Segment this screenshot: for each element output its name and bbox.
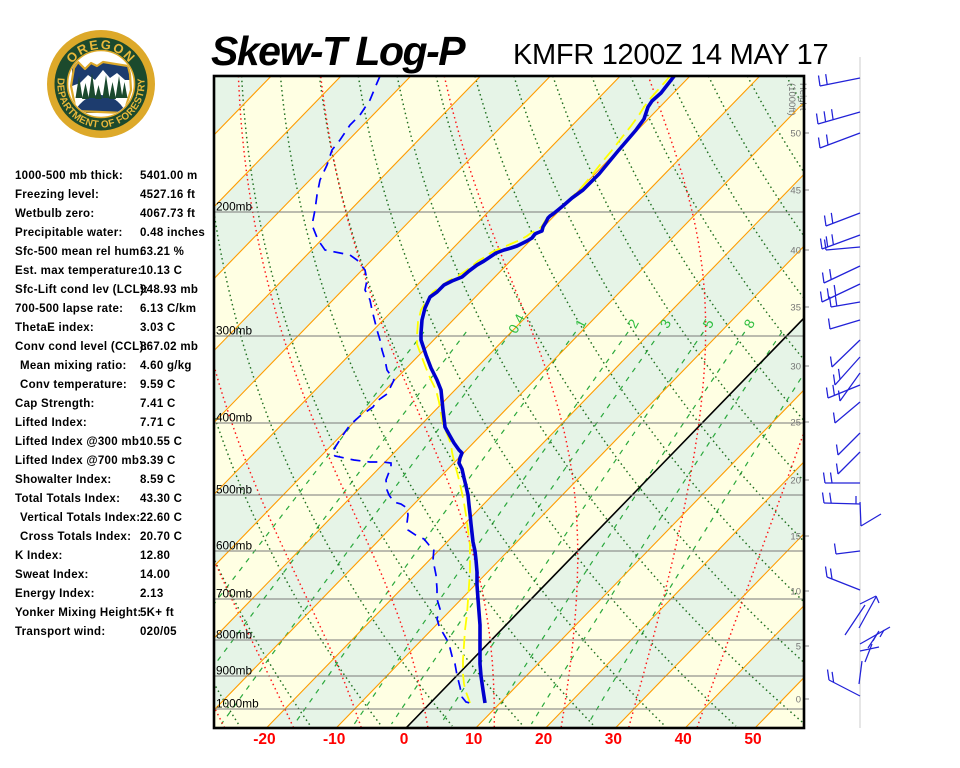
svg-text:0: 0 xyxy=(796,695,801,706)
svg-text:30: 30 xyxy=(605,731,622,748)
svg-text:5: 5 xyxy=(796,642,801,653)
svg-text:1000mb: 1000mb xyxy=(216,697,259,711)
svg-text:15: 15 xyxy=(790,532,801,543)
svg-text:20: 20 xyxy=(790,476,801,487)
svg-text:40: 40 xyxy=(790,246,801,257)
svg-text:300mb: 300mb xyxy=(216,324,253,338)
svg-text:900mb: 900mb xyxy=(216,664,253,678)
svg-text:50: 50 xyxy=(744,731,761,748)
svg-text:0: 0 xyxy=(400,731,409,748)
svg-text:45: 45 xyxy=(790,186,801,197)
svg-text:-10: -10 xyxy=(323,731,345,748)
svg-text:600mb: 600mb xyxy=(216,539,253,553)
svg-text:800mb: 800mb xyxy=(216,628,253,642)
svg-text:-20: -20 xyxy=(253,731,275,748)
svg-text:700mb: 700mb xyxy=(216,587,253,601)
svg-text:10: 10 xyxy=(790,587,801,598)
svg-text:400mb: 400mb xyxy=(216,411,253,425)
svg-text:500mb: 500mb xyxy=(216,483,253,497)
svg-text:20: 20 xyxy=(535,731,552,748)
svg-text:50: 50 xyxy=(790,129,801,140)
svg-text:200mb: 200mb xyxy=(216,200,253,214)
svg-text:10: 10 xyxy=(465,731,482,748)
svg-text:40: 40 xyxy=(675,731,692,748)
svg-text:Height: Height xyxy=(797,83,808,111)
svg-text:35: 35 xyxy=(790,303,801,314)
svg-text:(1000ft): (1000ft) xyxy=(786,83,797,116)
svg-text:25: 25 xyxy=(790,418,801,429)
svg-text:30: 30 xyxy=(790,362,801,373)
